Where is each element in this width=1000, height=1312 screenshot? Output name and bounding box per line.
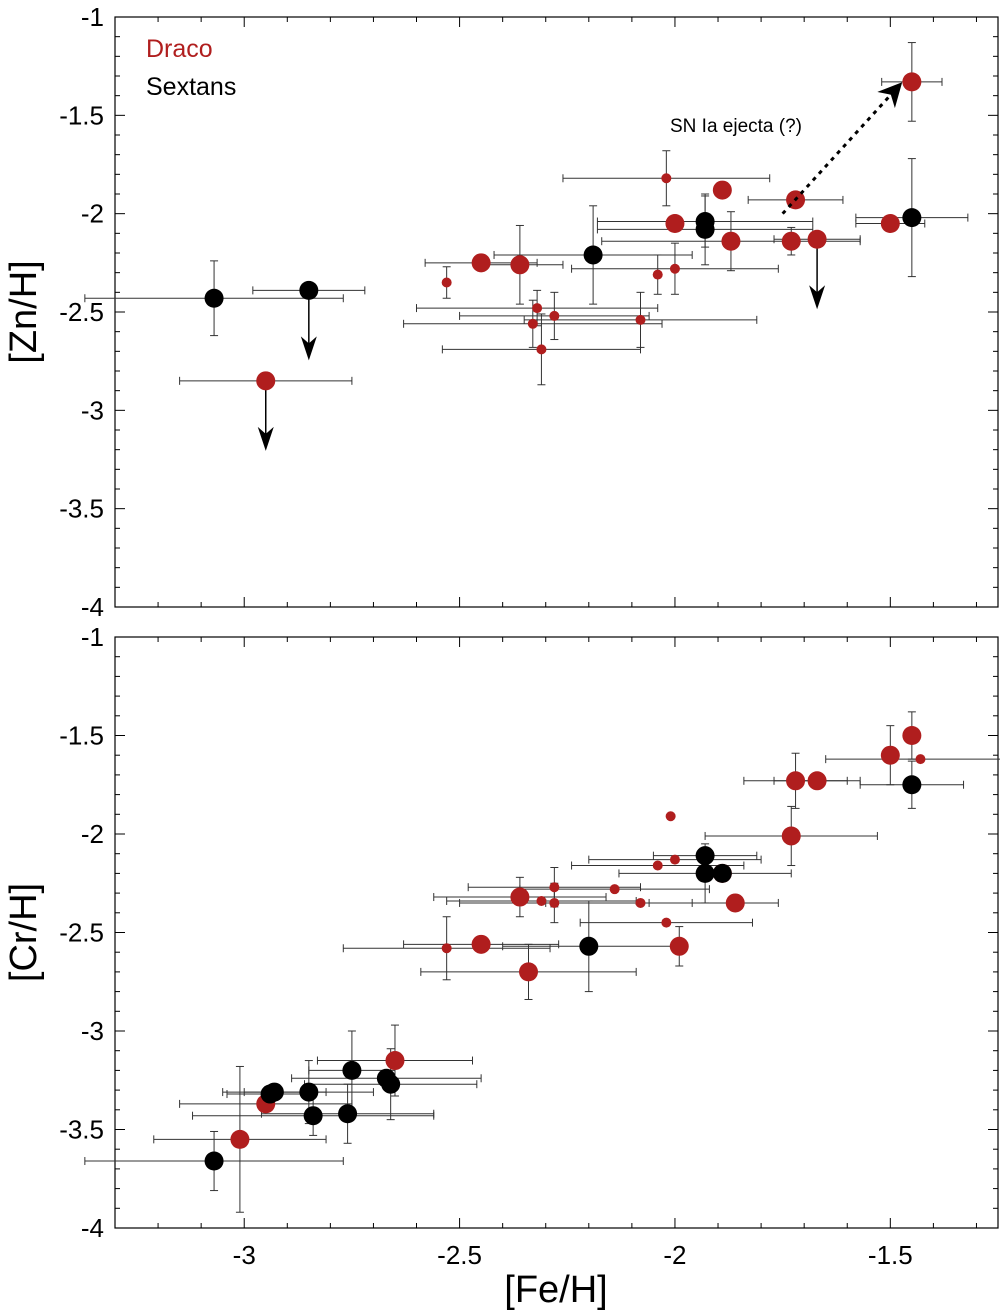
cr-draco-point xyxy=(781,826,801,846)
cr-draco-point xyxy=(549,882,560,893)
cr-y-tick-label: -3.5 xyxy=(59,1115,104,1145)
cr-sextans-point xyxy=(381,1074,401,1094)
cr-sextans-point xyxy=(303,1106,323,1126)
cr-sextans-point xyxy=(902,775,922,795)
upper-limit-arrow-icon xyxy=(809,285,826,310)
zn-y-tick-label: -3 xyxy=(81,395,104,425)
cr-draco-point xyxy=(549,897,560,908)
cr-sextans-point xyxy=(579,936,599,956)
zn-y-tick-label: -4 xyxy=(81,592,104,622)
zn-legend-draco: Draco xyxy=(146,35,213,63)
zn-legend-sextans: Sextans xyxy=(146,73,236,101)
cr-draco-point xyxy=(471,934,491,954)
cr-draco-point xyxy=(902,726,922,745)
zn-draco-point xyxy=(471,253,491,273)
x-axis-title: [Fe/H] xyxy=(504,1269,607,1311)
cr-sextans-point xyxy=(712,863,732,883)
cr-y-tick-label: -2.5 xyxy=(59,918,104,948)
zn-y-tick-label: -2 xyxy=(81,199,104,229)
zn-draco-point xyxy=(721,231,741,251)
zn-draco-point xyxy=(256,371,276,391)
zn-draco-point xyxy=(549,310,560,321)
cr-draco-point xyxy=(880,745,900,765)
cr-sextans-point xyxy=(695,863,715,883)
cr-y-tick-label: -1 xyxy=(81,622,104,652)
cr-draco-point xyxy=(510,887,530,907)
cr-sextans-point xyxy=(299,1082,319,1102)
cr-draco-point xyxy=(230,1129,250,1149)
zn-panel: -1 -1.5 -2 -2.5 -3 -3.5 -4 [Zn/H] SN Ia ejecta (… xyxy=(3,2,999,622)
zn-annotation-arrow xyxy=(781,82,903,215)
cr-sextans-point xyxy=(264,1082,284,1102)
zn-draco-point xyxy=(781,231,801,251)
zn-draco-point xyxy=(532,303,543,314)
cr-draco-point xyxy=(652,860,663,871)
zn-sextans-point xyxy=(299,280,319,300)
cr-x-tick-label: -1.5 xyxy=(868,1240,913,1270)
zn-draco-point xyxy=(880,214,900,233)
zn-draco-point xyxy=(536,344,547,355)
upper-limit-arrow-icon xyxy=(300,336,317,361)
zn-draco-point xyxy=(661,173,672,184)
zn-sextans-point xyxy=(902,208,922,228)
zn-annotation-text: SN Ia ejecta (?) xyxy=(670,116,802,137)
cr-draco-point xyxy=(609,884,620,895)
cr-sextans-point xyxy=(338,1104,358,1124)
zn-y-tick-label: -2.5 xyxy=(59,297,104,327)
cr-y-tick-label: -4 xyxy=(81,1213,104,1243)
cr-errorbar xyxy=(825,755,1000,764)
zn-draco-point xyxy=(669,263,680,274)
cr-y-tick-label: -3 xyxy=(81,1016,104,1046)
zn-sextans-point xyxy=(583,245,603,265)
cr-draco-point xyxy=(665,811,676,822)
cr-draco-point xyxy=(635,897,646,908)
zn-draco-point xyxy=(712,180,732,200)
cr-draco-point xyxy=(807,771,827,791)
cr-draco-point xyxy=(519,962,539,982)
cr-draco-point xyxy=(441,943,452,954)
zn-draco-point xyxy=(527,318,538,329)
upper-limit-arrow-icon xyxy=(257,426,274,451)
cr-x-tick-label: -3 xyxy=(233,1240,256,1270)
zn-draco-point xyxy=(902,72,922,92)
cr-draco-point xyxy=(385,1051,405,1071)
cr-sextans-point xyxy=(204,1151,224,1171)
zn-draco-point xyxy=(510,255,530,275)
zn-draco-point xyxy=(807,229,827,249)
zn-y-tick-label: -3.5 xyxy=(59,494,104,524)
zn-draco-point xyxy=(441,277,452,288)
cr-draco-point xyxy=(669,936,689,956)
zn-sextans-point xyxy=(204,288,224,308)
cr-x-tick-label: -2.5 xyxy=(437,1240,482,1270)
cr-y-tick-label: -1.5 xyxy=(59,721,104,751)
cr-sextans-point xyxy=(695,846,715,866)
cr-draco-point xyxy=(661,917,672,928)
zn-y-tick-label: -1.5 xyxy=(59,100,104,130)
cr-y-tick-label: -2 xyxy=(81,819,104,849)
zn-draco-point xyxy=(652,269,663,280)
cr-panel: -1 -1.5 -2 -2.5 -3 -3.5 -4 -3 -2.5 -2 -1.5 [Cr/H] xyxy=(3,622,1000,1270)
cr-draco-point xyxy=(915,754,926,765)
cr-y-axis-title: [Cr/H] xyxy=(3,883,45,982)
zn-draco-point xyxy=(665,214,685,233)
cr-sextans-point xyxy=(342,1060,362,1080)
zn-y-tick-label: -1 xyxy=(81,2,104,32)
zn-y-axis-title: [Zn/H] xyxy=(3,260,45,363)
cr-x-tick-label: -2 xyxy=(663,1240,686,1270)
zn-draco-point xyxy=(635,314,646,325)
cr-draco-point xyxy=(725,893,745,913)
cr-draco-point xyxy=(669,854,680,865)
zn-sextans-point xyxy=(695,219,715,239)
cr-draco-point xyxy=(536,895,547,906)
cr-draco-point xyxy=(786,771,806,791)
